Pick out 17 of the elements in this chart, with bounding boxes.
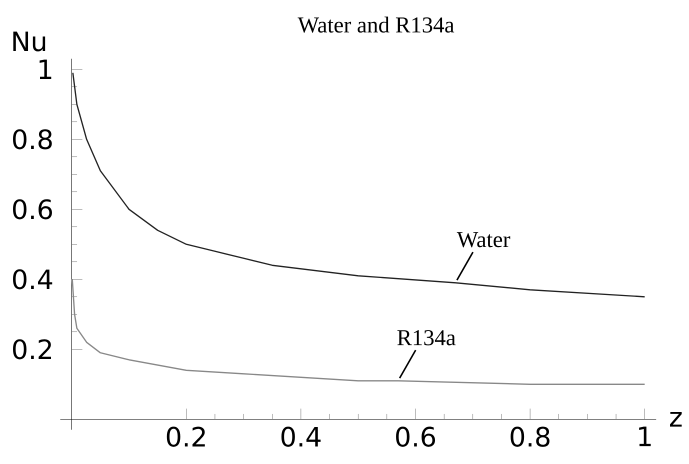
y-tick-label: 0.6 (13, 199, 52, 220)
chart-title: Water and R134a (298, 16, 454, 33)
line-series (72, 278, 646, 385)
x-tick-label: 0.2 (166, 426, 205, 447)
series-label: Water (456, 232, 510, 248)
x-tick-label: 0.8 (510, 426, 550, 447)
line-series (72, 72, 646, 298)
x-tick-label: 0.4 (281, 426, 321, 447)
x-tick-label: 0.6 (396, 426, 436, 447)
y-tick-label: 0.2 (13, 339, 51, 360)
x-axis-title: z (670, 412, 682, 427)
y-tick-label: 0.8 (13, 129, 52, 150)
y-tick-label: 0.4 (13, 269, 52, 290)
y-tick-label: 1 (40, 60, 52, 80)
y-axis-title: Nu (13, 32, 46, 52)
series-label: R134a (397, 330, 456, 346)
x-tick-label: 1 (639, 426, 651, 446)
